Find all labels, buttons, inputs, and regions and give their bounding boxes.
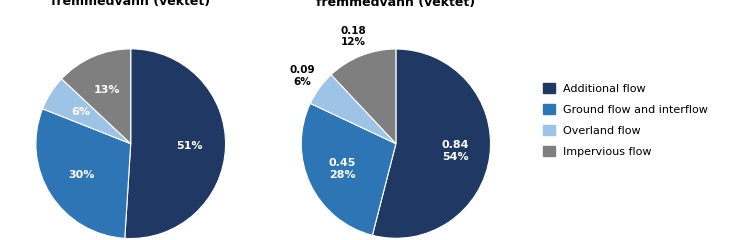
Wedge shape <box>43 79 131 144</box>
Wedge shape <box>36 109 131 238</box>
Text: 0.18
12%: 0.18 12% <box>341 25 366 47</box>
Wedge shape <box>331 49 396 144</box>
Text: 0.09
6%: 0.09 6% <box>290 65 315 87</box>
Wedge shape <box>310 75 396 144</box>
Text: 0.45
28%: 0.45 28% <box>328 158 356 180</box>
Text: 51%: 51% <box>176 141 202 150</box>
Text: 13%: 13% <box>94 85 120 95</box>
Wedge shape <box>372 49 491 238</box>
Wedge shape <box>301 103 396 235</box>
Text: 30%: 30% <box>68 170 94 180</box>
Title: Gjennomsnittlig LPS/km av kilder i
fremmedvann (vektet): Gjennomsnittlig LPS/km av kilder i fremm… <box>275 0 517 9</box>
Wedge shape <box>125 49 226 239</box>
Legend: Additional flow, Ground flow and interflow, Overland flow, Impervious flow: Additional flow, Ground flow and interfl… <box>543 84 708 156</box>
Wedge shape <box>61 49 131 144</box>
Title: Gjennomsnittlig prosent av kilder i
fremmedvann (vektet): Gjennomsnittlig prosent av kilder i frem… <box>9 0 252 8</box>
Text: 6%: 6% <box>72 107 90 117</box>
Text: 0.84
54%: 0.84 54% <box>441 140 469 162</box>
